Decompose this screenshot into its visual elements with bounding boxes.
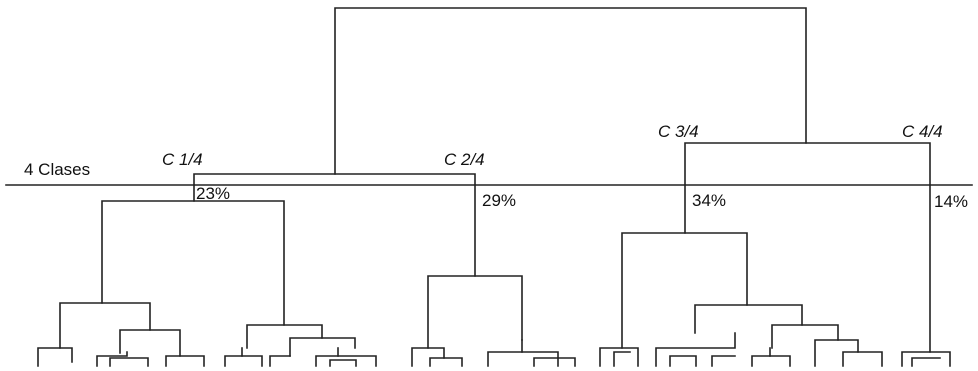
cut-label: 4 Clases (24, 160, 91, 179)
merge-c3-c4 (684, 142, 931, 353)
cluster-4-name: C 4/4 (902, 122, 943, 141)
cluster-4-share: 14% (934, 192, 969, 211)
cluster-1-share: 23% (196, 184, 231, 203)
cluster-2-share: 29% (482, 191, 517, 210)
root-merge (334, 7, 807, 175)
cluster-1-branches (37, 200, 377, 367)
cluster-3-share: 34% (692, 191, 727, 210)
cluster-4-branches (901, 351, 951, 367)
cluster-2-name: C 2/4 (444, 150, 485, 169)
cluster-3-branches (599, 232, 883, 367)
cluster-1-name: C 1/4 (162, 150, 203, 169)
merge-c1-c2 (193, 173, 476, 277)
cluster-3-name: C 3/4 (658, 122, 699, 141)
cluster-2-branches (411, 275, 576, 367)
